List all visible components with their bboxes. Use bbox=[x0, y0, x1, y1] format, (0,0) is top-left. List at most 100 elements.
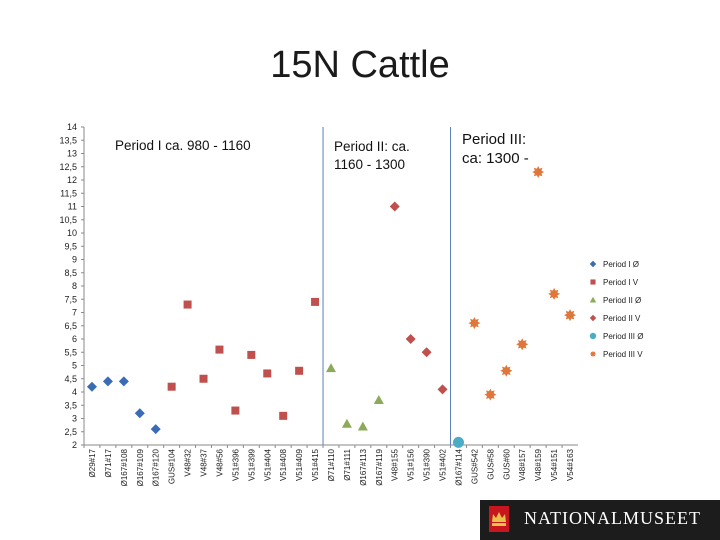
period-labels: Period I ca. 980 - 1160 Period II: ca. 116… bbox=[115, 131, 529, 172]
x-tick-label: V51#396 bbox=[231, 448, 240, 481]
y-tick-label: 12,5 bbox=[59, 162, 77, 172]
crown-icon bbox=[489, 506, 509, 532]
legend-label: Period II Ø bbox=[603, 296, 641, 305]
data-point bbox=[231, 406, 240, 415]
data-point bbox=[468, 317, 481, 330]
data-point bbox=[311, 297, 320, 306]
data-point bbox=[183, 300, 192, 309]
x-tick-label: V48#32 bbox=[184, 448, 193, 476]
x-tick-label: V51#409 bbox=[295, 448, 304, 481]
y-tick-label: 4,5 bbox=[64, 374, 77, 384]
y-tick-label: 11,5 bbox=[60, 188, 77, 198]
data-point bbox=[484, 388, 497, 401]
data-point bbox=[247, 350, 256, 359]
x-tick-label: GUS#104 bbox=[168, 448, 177, 484]
x-tick-label: V51#399 bbox=[247, 448, 256, 481]
data-point bbox=[150, 424, 161, 435]
legend-marker bbox=[589, 314, 597, 322]
y-tick-label: 9 bbox=[72, 255, 77, 265]
data-point bbox=[437, 384, 448, 395]
legend: Period I Ø Period I V Period II Ø Period II… bbox=[589, 260, 643, 359]
y-tick-label: 13 bbox=[67, 149, 77, 159]
brand-bar: NATIONALMUSEET bbox=[480, 500, 720, 540]
x-tick-label: Ø71#111 bbox=[343, 448, 352, 480]
x-axis-ticks: Ø29#17 Ø71#17 Ø167#108 Ø167#109 Ø167#120 GUS#… bbox=[83, 445, 575, 486]
y-tick-label: 14 bbox=[67, 122, 77, 132]
legend-label: Period III Ø bbox=[603, 332, 643, 341]
legend-marker bbox=[589, 332, 597, 340]
legend-marker bbox=[589, 260, 597, 268]
y-tick-label: 13,5 bbox=[59, 135, 77, 145]
x-tick-label: V51#402 bbox=[439, 448, 448, 481]
y-tick-label: 8 bbox=[72, 281, 77, 291]
x-tick-label: Ø167#113 bbox=[359, 448, 368, 485]
data-points bbox=[86, 166, 576, 448]
data-point bbox=[421, 347, 432, 358]
data-point bbox=[405, 334, 416, 344]
data-point bbox=[86, 381, 97, 392]
legend-label: Period II V bbox=[603, 314, 641, 323]
x-tick-label: GUS#542 bbox=[470, 448, 479, 484]
legend-marker bbox=[589, 296, 597, 303]
y-tick-label: 6 bbox=[72, 334, 77, 344]
y-tick-label: 5,5 bbox=[64, 347, 77, 357]
data-point bbox=[357, 421, 368, 431]
period-label: Period I ca. 980 - 1160 bbox=[115, 138, 251, 153]
y-tick-label: 10 bbox=[67, 228, 77, 238]
y-tick-label: 2,5 bbox=[64, 427, 77, 437]
x-tick-label: GUS#58 bbox=[486, 448, 495, 479]
chart-title: 15N Cattle bbox=[270, 44, 450, 86]
y-tick-label: 12 bbox=[67, 175, 77, 185]
data-point bbox=[500, 364, 513, 377]
y-tick-label: 3,5 bbox=[64, 400, 77, 410]
x-tick-label: Ø29#17 bbox=[88, 448, 97, 477]
data-point bbox=[326, 363, 336, 373]
y-tick-label: 2 bbox=[72, 440, 77, 450]
y-tick-label: 11 bbox=[68, 202, 77, 212]
x-tick-label: V51#156 bbox=[407, 448, 416, 481]
x-tick-label: Ø71#110 bbox=[327, 448, 336, 481]
legend-label: Period I Ø bbox=[603, 260, 639, 269]
data-point bbox=[134, 408, 145, 419]
chart-axes bbox=[83, 127, 578, 446]
x-tick-label: V48#159 bbox=[534, 448, 543, 481]
x-tick-label: V51#390 bbox=[423, 448, 432, 481]
x-tick-label: V48#155 bbox=[391, 448, 400, 481]
y-tick-label: 7,5 bbox=[64, 294, 77, 304]
x-tick-label: Ø167#119 bbox=[375, 448, 384, 485]
data-point bbox=[118, 376, 129, 387]
data-point bbox=[532, 166, 545, 178]
data-point bbox=[389, 201, 400, 212]
y-tick-label: 3 bbox=[72, 414, 77, 424]
x-tick-label: V48#157 bbox=[518, 448, 527, 481]
x-tick-label: Ø167#108 bbox=[120, 448, 129, 486]
data-point bbox=[564, 309, 576, 322]
data-point bbox=[167, 382, 176, 391]
x-tick-label: Ø71#17 bbox=[104, 448, 113, 477]
data-point bbox=[341, 418, 352, 428]
data-point bbox=[199, 374, 208, 383]
y-tick-label: 4 bbox=[72, 387, 77, 397]
data-point bbox=[373, 394, 384, 404]
data-point bbox=[295, 366, 304, 375]
legend-label: Period III V bbox=[603, 350, 643, 359]
y-axis-ticks: 2 2,5 3 3,5 4 4,5 5 5,5 6 6,5 7 7,5 8 8,5 9 9,5 10 10,5 11… bbox=[59, 122, 84, 450]
legend-marker bbox=[589, 350, 597, 358]
y-tick-label: 6,5 bbox=[64, 321, 77, 331]
y-tick-label: 10,5 bbox=[59, 215, 77, 225]
legend-label: Period I V bbox=[603, 278, 639, 287]
x-tick-label: V48#37 bbox=[200, 448, 209, 476]
y-tick-label: 5 bbox=[72, 361, 77, 371]
data-point bbox=[452, 436, 464, 448]
data-point bbox=[516, 338, 529, 351]
x-tick-label: V51#404 bbox=[263, 448, 272, 481]
period-label: Period II: ca. 1160 - 1300 bbox=[334, 139, 410, 172]
x-tick-label: V51#408 bbox=[279, 448, 288, 481]
x-tick-label: V54#151 bbox=[550, 448, 559, 481]
y-tick-label: 8,5 bbox=[64, 268, 77, 278]
y-tick-label: 9,5 bbox=[64, 241, 77, 251]
data-point bbox=[102, 376, 113, 387]
x-tick-label: V54#163 bbox=[566, 448, 575, 481]
data-point bbox=[263, 369, 272, 378]
data-point bbox=[279, 411, 288, 420]
